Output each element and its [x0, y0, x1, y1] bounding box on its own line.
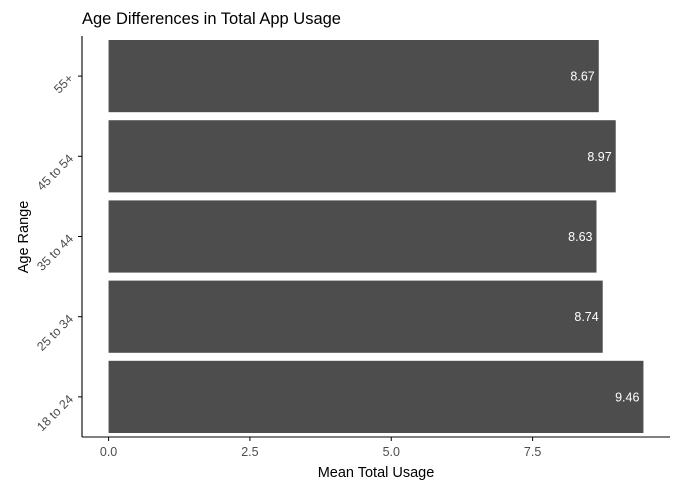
x-tick-label: 5.0 — [383, 445, 400, 459]
bar-25-to-34 — [108, 280, 603, 353]
y-ticks-layer: 18 to 24 25 to 34 35 to 44 45 to 54 55+ — [34, 71, 82, 434]
x-axis-label: Mean Total Usage — [318, 465, 435, 481]
y-tick-label: 45 to 54 — [34, 151, 76, 193]
x-tick-label: 0.0 — [100, 445, 117, 459]
y-tick-label: 35 to 44 — [34, 232, 76, 274]
y-tick-label: 25 to 34 — [34, 312, 76, 354]
data-label-25-to-34: 8.74 — [574, 310, 598, 324]
bar-55 — [108, 40, 599, 113]
x-tick-label: 7.5 — [524, 445, 541, 459]
chart-title: Age Differences in Total App Usage — [82, 10, 341, 28]
x-tick-label: 2.5 — [241, 445, 258, 459]
data-labels-layer: 9.46 8.74 8.63 8.97 8.67 — [568, 70, 639, 405]
bar-18-to-24 — [108, 360, 644, 433]
bar-35-to-44 — [108, 200, 597, 273]
data-label-45-to-54: 8.97 — [587, 150, 611, 164]
bar-45-to-54 — [108, 120, 616, 193]
x-ticks-layer: 0.0 2.5 5.0 7.5 — [100, 437, 541, 459]
bars-layer — [108, 40, 644, 433]
data-label-35-to-44: 8.63 — [568, 230, 592, 244]
data-label-18-to-24: 9.46 — [615, 390, 639, 404]
y-tick-label: 55+ — [51, 71, 76, 96]
y-axis-label: Age Range — [16, 201, 32, 274]
y-tick-label: 18 to 24 — [34, 392, 76, 434]
data-label-55: 8.67 — [570, 70, 594, 84]
